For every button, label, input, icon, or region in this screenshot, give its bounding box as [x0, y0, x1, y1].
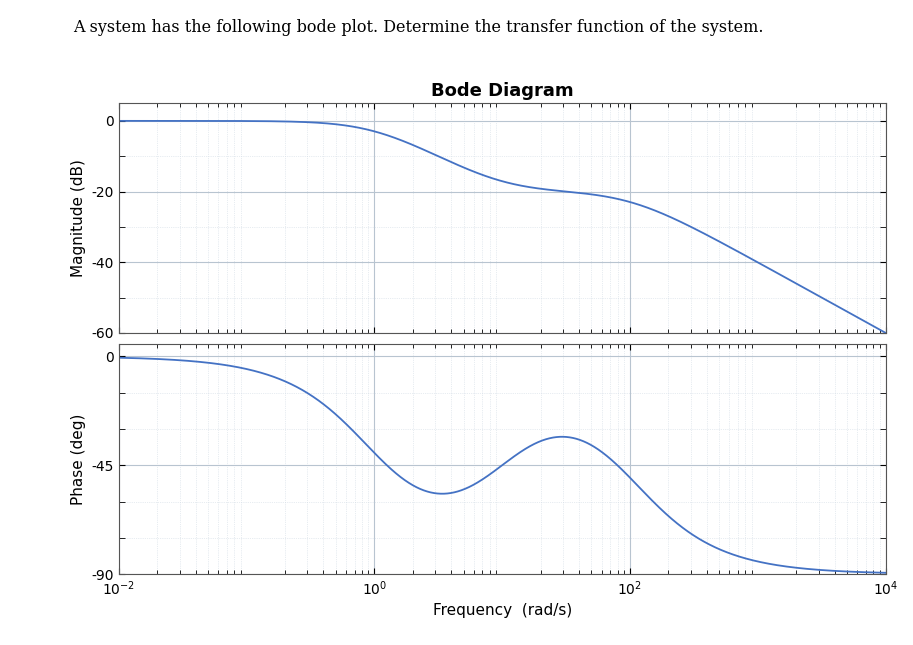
X-axis label: Frequency  (rad/s): Frequency (rad/s)	[433, 603, 572, 618]
Y-axis label: Magnitude (dB): Magnitude (dB)	[71, 159, 86, 277]
Y-axis label: Phase (deg): Phase (deg)	[71, 413, 86, 505]
Title: Bode Diagram: Bode Diagram	[431, 83, 573, 100]
Text: A system has the following bode plot. Determine the transfer function of the sys: A system has the following bode plot. De…	[73, 19, 763, 36]
